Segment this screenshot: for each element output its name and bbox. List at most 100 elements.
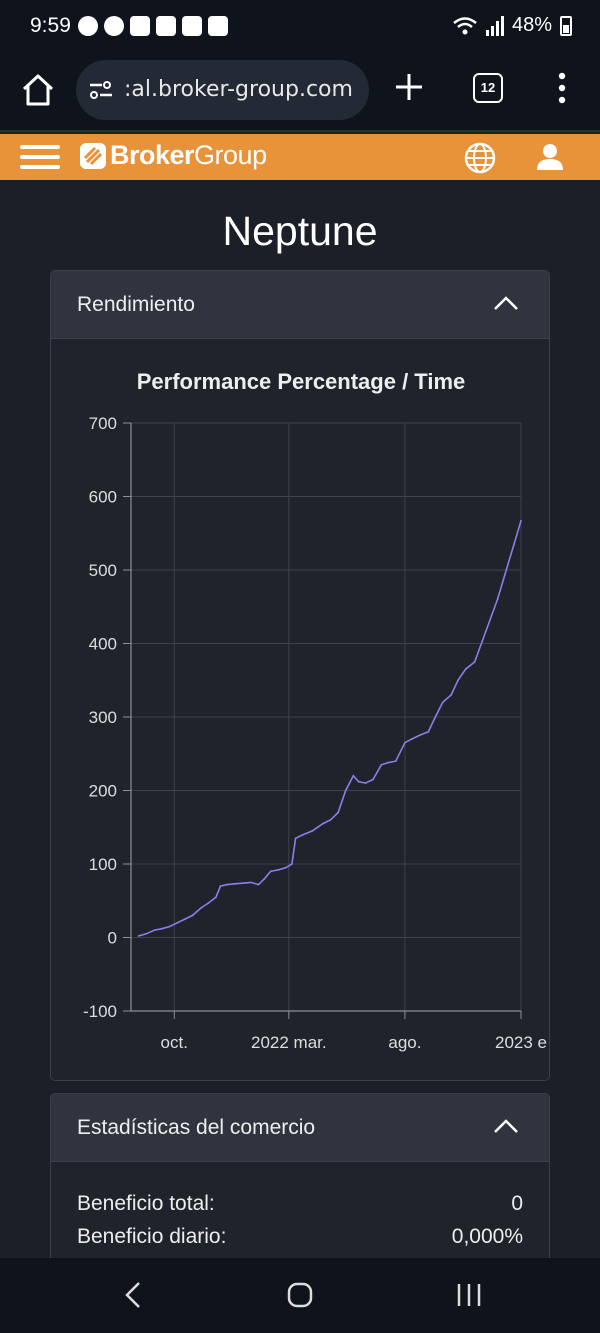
performance-card-header[interactable]: Rendimiento xyxy=(51,271,549,339)
pocket-icon xyxy=(182,16,202,36)
y-tick-label: 600 xyxy=(89,488,117,507)
data-point xyxy=(176,921,179,924)
data-point xyxy=(473,660,476,663)
stat-value: 0,000% xyxy=(451,1225,523,1248)
data-point xyxy=(322,822,324,825)
page-title: Neptune xyxy=(222,208,378,254)
stat-label: Beneficio diario: xyxy=(77,1225,227,1248)
wifi-icon xyxy=(453,16,477,34)
back-icon[interactable] xyxy=(124,1280,142,1310)
data-point xyxy=(302,833,305,836)
data-point xyxy=(207,902,210,904)
more-menu-icon[interactable] xyxy=(552,72,572,104)
data-point xyxy=(269,870,272,873)
globe-icon[interactable] xyxy=(464,142,496,174)
data-point xyxy=(219,885,222,887)
x-tick-label: 2023 e xyxy=(495,1033,547,1052)
chart-title: Performance Percentage / Time xyxy=(136,369,466,394)
data-point xyxy=(344,789,347,792)
performance-chart: 700 600 500 400 300 200 100 0 -100 oct. 2022 mar. a… xyxy=(83,414,547,1052)
data-point xyxy=(410,738,413,740)
stat-value: 0 xyxy=(511,1192,523,1215)
x-tick-label: 2022 mar. xyxy=(251,1033,327,1052)
data-point xyxy=(263,877,266,880)
data-point xyxy=(153,929,156,932)
whatsapp-icon xyxy=(78,16,98,36)
home-nav-icon[interactable] xyxy=(287,1282,313,1308)
address-bar[interactable]: :al.broker-group.com xyxy=(76,60,369,120)
series-line xyxy=(138,520,522,937)
data-point xyxy=(394,760,397,762)
data-point xyxy=(372,778,374,781)
y-tick-label: 100 xyxy=(89,855,117,874)
chevron-up-icon[interactable] xyxy=(493,1118,519,1134)
facebook-icon xyxy=(104,16,124,36)
signal-icon xyxy=(485,15,504,36)
data-point xyxy=(364,782,367,785)
performance-card-title: Rendimiento xyxy=(77,293,195,316)
y-tick-label: -100 xyxy=(83,1002,117,1021)
stat-row-total-profit: Beneficio total: 0 xyxy=(77,1192,523,1216)
system-nav-bar xyxy=(0,1258,600,1333)
data-point xyxy=(337,811,340,814)
data-point xyxy=(427,730,430,733)
data-point xyxy=(249,881,252,884)
performance-card: Rendimiento Performance Percentage / Tim… xyxy=(50,270,550,1081)
stat-label: Beneficio total: xyxy=(77,1192,215,1215)
recents-icon[interactable] xyxy=(455,1282,483,1308)
site-settings-icon[interactable] xyxy=(88,80,114,100)
y-tick-label: 700 xyxy=(89,414,117,433)
data-point xyxy=(277,868,280,871)
y-tick-label: 400 xyxy=(89,635,117,654)
url-text[interactable]: :al.broker-group.com xyxy=(124,77,353,102)
data-point xyxy=(226,883,229,886)
data-point xyxy=(145,932,148,935)
data-point xyxy=(191,914,194,917)
status-time: 9:59 xyxy=(30,14,71,37)
battery-icon xyxy=(560,15,572,36)
brand-logo[interactable]: BrokerGroup xyxy=(80,140,267,171)
x-tick-label: ago. xyxy=(388,1033,421,1052)
data-point xyxy=(352,774,355,777)
stat-row-daily-profit: Beneficio diario: 0,000% xyxy=(77,1225,523,1249)
notification-icons xyxy=(78,16,228,36)
chevron-up-icon[interactable] xyxy=(493,295,519,311)
data-point xyxy=(199,907,202,909)
data-point xyxy=(418,734,421,737)
data-point xyxy=(215,896,217,898)
data-point xyxy=(168,925,171,928)
home-icon[interactable] xyxy=(20,72,56,108)
status-right: 48% xyxy=(452,14,572,37)
user-icon[interactable] xyxy=(536,143,564,171)
data-point xyxy=(404,741,406,744)
browser-toolbar: :al.broker-group.com 12 xyxy=(0,56,600,132)
data-point xyxy=(294,837,297,840)
data-point xyxy=(329,819,332,821)
brand-name: BrokerGroup xyxy=(110,140,267,170)
youtube-icon xyxy=(156,16,176,36)
y-tick-label: 0 xyxy=(108,929,117,948)
site-header: BrokerGroup xyxy=(0,134,600,180)
data-point xyxy=(257,883,260,886)
data-point xyxy=(520,519,522,522)
y-tick-label: 300 xyxy=(89,708,117,727)
data-point xyxy=(234,882,236,885)
data-point xyxy=(441,701,444,704)
hamburger-menu-icon[interactable] xyxy=(20,144,60,170)
trade-stats-card-header[interactable]: Estadísticas del comercio xyxy=(51,1094,549,1162)
battery-percentage: 48% xyxy=(511,14,552,36)
data-point xyxy=(496,598,499,601)
data-point xyxy=(311,830,314,832)
new-tab-icon[interactable] xyxy=(394,72,424,102)
data-point xyxy=(464,668,467,671)
youtube-icon xyxy=(130,16,150,36)
data-point xyxy=(137,935,140,937)
data-point xyxy=(450,694,453,696)
data-point xyxy=(290,863,293,865)
data-point xyxy=(380,763,383,766)
tab-switcher-button[interactable]: 12 xyxy=(473,73,503,103)
trade-stats-card-title: Estadísticas del comercio xyxy=(77,1116,316,1139)
brand-mark-icon xyxy=(80,142,106,169)
data-point xyxy=(161,927,164,930)
gallery-icon xyxy=(208,16,228,36)
